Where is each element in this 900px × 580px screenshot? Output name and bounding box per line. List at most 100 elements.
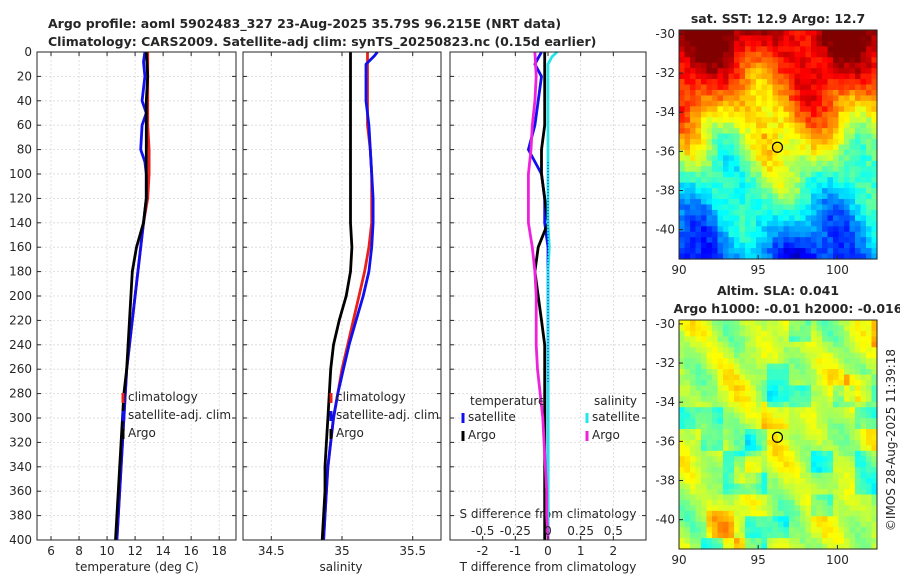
field-cell	[701, 445, 708, 452]
field-cell	[750, 204, 757, 211]
field-cell	[695, 215, 702, 222]
field-cell	[822, 46, 829, 53]
depth-tick-label: 260	[9, 362, 32, 376]
field-cell	[750, 237, 757, 244]
field-cell	[750, 144, 757, 151]
field-cell	[723, 144, 730, 151]
field-cell	[805, 450, 812, 457]
field-cell	[684, 483, 691, 490]
field-cell	[811, 385, 818, 392]
field-cell	[789, 193, 796, 200]
field-cell	[767, 401, 774, 408]
field-cell	[827, 95, 834, 102]
field-cell	[728, 35, 735, 42]
field-cell	[838, 139, 845, 146]
field-cell	[712, 62, 719, 69]
field-cell	[772, 248, 779, 255]
field-cell	[739, 171, 746, 178]
field-cell	[679, 336, 686, 343]
field-cell	[728, 358, 735, 365]
field-cell	[789, 390, 796, 397]
field-cell	[706, 237, 713, 244]
field-cell	[860, 188, 867, 195]
field-cell	[723, 320, 730, 327]
legend-label: climatology	[336, 390, 406, 404]
field-cell	[871, 489, 878, 496]
field-cell	[684, 215, 691, 222]
field-cell	[794, 483, 801, 490]
field-cell	[827, 166, 834, 173]
field-cell	[800, 51, 807, 58]
field-cell	[695, 390, 702, 397]
field-cell	[679, 472, 686, 479]
field-cell	[800, 510, 807, 517]
field-cell	[833, 401, 840, 408]
field-cell	[745, 472, 752, 479]
field-cell	[822, 527, 829, 534]
lat-tick-label: -38	[655, 473, 675, 487]
field-cell	[849, 516, 856, 523]
field-cell	[772, 253, 779, 260]
field-cell	[734, 155, 741, 162]
field-cell	[690, 160, 697, 167]
field-cell	[712, 73, 719, 80]
field-cell	[794, 199, 801, 206]
field-cell	[794, 320, 801, 327]
field-cell	[860, 62, 867, 69]
field-cell	[844, 341, 851, 348]
field-cell	[827, 434, 834, 441]
field-cell	[778, 57, 785, 64]
field-cell	[871, 347, 878, 354]
field-cell	[860, 379, 867, 387]
field-cell	[778, 494, 785, 501]
field-cell	[844, 363, 851, 370]
field-cell	[827, 538, 834, 545]
field-cell	[833, 133, 840, 140]
field-cell	[860, 369, 867, 376]
field-cell	[679, 363, 686, 370]
field-cell	[717, 434, 724, 441]
field-cell	[767, 385, 774, 392]
field-cell	[723, 489, 730, 496]
field-cell	[783, 57, 790, 64]
field-cell	[866, 347, 873, 354]
field-cell	[745, 538, 752, 545]
field-cell	[849, 84, 856, 91]
field-cell	[695, 144, 702, 151]
field-cell	[805, 149, 812, 156]
field-cell	[860, 242, 867, 249]
legend-label: Argo	[468, 428, 496, 442]
field-cell	[849, 527, 856, 534]
difference-xlabel: T difference from climatology	[459, 560, 637, 574]
field-cell	[712, 374, 719, 381]
field-cell	[739, 253, 746, 260]
field-cell	[778, 111, 785, 118]
field-cell	[844, 149, 851, 156]
field-cell	[761, 478, 768, 485]
field-cell	[734, 149, 741, 156]
field-cell	[761, 226, 768, 233]
field-cell	[684, 499, 691, 506]
field-cell	[855, 231, 862, 238]
field-cell	[679, 445, 686, 452]
field-cell	[739, 379, 746, 387]
field-cell	[695, 220, 702, 227]
field-cell	[767, 248, 774, 255]
field-cell	[800, 95, 807, 102]
field-cell	[811, 111, 818, 118]
field-cell	[739, 385, 746, 392]
field-cell	[734, 467, 741, 474]
field-cell	[706, 166, 713, 173]
field-cell	[750, 434, 757, 441]
field-cell	[712, 155, 719, 162]
depth-tick-label: 220	[9, 313, 32, 327]
s-tick-label: 0.25	[567, 524, 594, 538]
field-cell	[827, 407, 834, 414]
field-cell	[838, 478, 845, 485]
field-cell	[728, 538, 735, 545]
field-cell	[833, 139, 840, 146]
field-cell	[701, 171, 708, 178]
field-cell	[805, 423, 812, 430]
field-cell	[728, 117, 735, 124]
field-cell	[701, 336, 708, 343]
